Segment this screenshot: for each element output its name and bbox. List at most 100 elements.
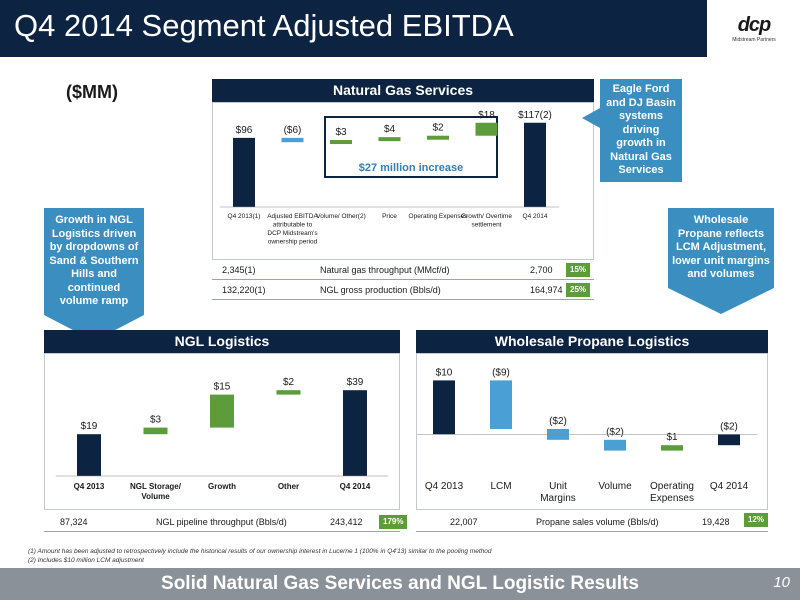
stat-prior: 22,007: [450, 517, 478, 527]
wpl-stat-row: 22,007 Propane sales volume (Bbls/d) 19,…: [416, 512, 768, 532]
ngs-increase-label: $27 million increase: [359, 162, 464, 174]
category-label: Other: [278, 482, 299, 491]
bar-value-label: ($2): [720, 421, 738, 432]
category-label: Growth/ Overtime settlement: [461, 213, 512, 229]
category-label: Q4 2014: [523, 213, 548, 220]
chart-bar: [210, 394, 234, 428]
ngl-callout: Growth in NGL Logistics driven by dropdo…: [44, 208, 144, 341]
ngl-chart-panel: $19 Q4 2013 $3 NGL Storage/Volume $15 Growth $…: [44, 353, 400, 510]
category-label: Q4 2013: [74, 482, 105, 491]
category-label: Adjusted EBITDA attributable to DCP Midstr…: [267, 213, 318, 246]
chart-bar: [281, 137, 304, 143]
stat-current: 243,412: [330, 517, 363, 527]
bar-value-label: ($2): [549, 416, 567, 427]
ngs-stat-row-2: 132,220(1) NGL gross production (Bbls/d)…: [212, 280, 594, 300]
bar-value-label: $15: [214, 382, 231, 393]
bar-value-label: $96: [236, 125, 253, 136]
bar-value-label: $10: [436, 367, 453, 378]
bar-value-label: $117(2): [518, 110, 552, 121]
wpl-section-title: Wholesale Propane Logistics: [416, 330, 768, 353]
chart-bar: [276, 390, 301, 395]
footer-bar: Solid Natural Gas Services and NGL Logis…: [0, 568, 800, 600]
stat-current: 2,700: [530, 265, 553, 275]
logo-subtitle: Midstream Partners: [732, 37, 776, 43]
category-label: Q4 2013(1): [228, 213, 261, 220]
chart-bar: [343, 390, 367, 476]
chart-bar: [718, 434, 740, 446]
ngs-increase-box: [324, 116, 498, 178]
wpl-callout-text: Wholesale Propane reflects LCM Adjustmen…: [668, 208, 774, 288]
stat-label: Propane sales volume (Bbls/d): [536, 517, 659, 527]
growth-badge: 15%: [566, 263, 591, 277]
bar-value-label: $4: [384, 124, 396, 135]
bar-value-label: $3: [335, 127, 347, 138]
stat-label: Natural gas throughput (MMcf/d): [320, 265, 450, 275]
bar-value-label: ($6): [284, 125, 302, 136]
ngs-callout-text: Eagle Ford and DJ Basin systems driving …: [600, 79, 682, 182]
stat-label: NGL gross production (Bbls/d): [320, 285, 441, 295]
growth-badge: 179%: [379, 515, 408, 529]
logo-text: dcp: [737, 14, 772, 36]
chart-bar: [490, 380, 512, 429]
category-label: Volume: [598, 481, 632, 492]
ngs-waterfall-chart: $27 million increase $96 Q4 2013(1) ($6) Ad…: [219, 110, 560, 246]
ngl-section-title: NGL Logistics: [44, 330, 400, 353]
wpl-callout: Wholesale Propane reflects LCM Adjustmen…: [668, 208, 774, 314]
chart-bar: [475, 122, 498, 136]
bar-value-label: ($9): [492, 367, 510, 378]
chart-bar: [233, 137, 255, 207]
chart-bar: [433, 380, 455, 435]
bar-value-label: ($2): [606, 427, 624, 438]
chart-bar: [427, 135, 449, 140]
ngs-section-title: Natural Gas Services: [212, 79, 594, 102]
category-label: Q4 2013: [425, 481, 464, 492]
title-bar: Q4 2014 Segment Adjusted EBITDA dcp Mids…: [0, 0, 800, 57]
bar-value-label: $2: [432, 123, 444, 134]
wpl-waterfall-chart: $10 Q4 2013 ($9) LCM ($2) Unit Margins ($2) Volu…: [415, 367, 758, 504]
bar-value-label: $3: [150, 415, 162, 426]
page-number: 10: [773, 574, 790, 591]
footer-text: Solid Natural Gas Services and NGL Logis…: [161, 573, 639, 594]
ngl-waterfall-chart: $19 Q4 2013 $3 NGL Storage/Volume $15 Growth $…: [55, 377, 389, 501]
chart-bar: [524, 122, 546, 207]
category-label: Operating Expenses: [409, 213, 469, 220]
footnote-1: (1) Amount has been adjusted to retrospe…: [28, 548, 492, 555]
bar-value-label: $18: [478, 110, 495, 121]
growth-badge: 25%: [566, 283, 591, 297]
wpl-chart-panel: $10 Q4 2013 ($9) LCM ($2) Unit Margins ($2) Volu…: [415, 353, 768, 510]
callout-pointer-down: [668, 287, 774, 314]
stat-label: NGL pipeline throughput (Bbls/d): [156, 517, 287, 527]
footnote-2: (2) Includes $10 million LCM adjustment: [28, 557, 144, 564]
category-label: Operating Expenses: [650, 481, 694, 504]
category-label: Growth: [208, 482, 236, 491]
ngs-callout: Eagle Ford and DJ Basin systems driving …: [600, 79, 682, 182]
ngs-chart-panel: $27 million increase $96 Q4 2013(1) ($6) Ad…: [212, 102, 594, 260]
decline-badge: 12%: [744, 513, 769, 527]
chart-bar: [77, 434, 101, 476]
category-label: Q4 2014: [710, 481, 749, 492]
category-label: Q4 2014: [340, 482, 371, 491]
category-label: Price: [382, 213, 397, 220]
chart-bar: [661, 445, 683, 451]
chart-bar: [604, 439, 626, 451]
chart-bar: [143, 427, 168, 435]
slide-title: Q4 2014 Segment Adjusted EBITDA: [14, 8, 514, 43]
stat-prior: 87,324: [60, 517, 88, 527]
category-label: LCM: [490, 481, 511, 492]
stat-prior: 2,345(1): [222, 265, 256, 275]
ngs-stat-row-1: 2,345(1) Natural gas throughput (MMcf/d)…: [212, 260, 594, 280]
chart-bar: [330, 140, 352, 145]
chart-bar: [378, 137, 401, 142]
bar-value-label: $2: [283, 377, 295, 388]
stat-prior: 132,220(1): [222, 285, 266, 295]
bar-value-label: $39: [347, 377, 364, 388]
bar-value-label: $1: [666, 432, 678, 443]
ngl-stat-row: 87,324 NGL pipeline throughput (Bbls/d) …: [44, 512, 400, 532]
category-label: Unit Margins: [540, 481, 576, 504]
category-label: NGL Storage/Volume: [130, 482, 182, 501]
callout-pointer-left: [582, 108, 600, 128]
ngl-callout-text: Growth in NGL Logistics driven by dropdo…: [44, 208, 144, 315]
category-label: Volume/ Other(2): [316, 213, 366, 220]
bar-value-label: $19: [81, 421, 98, 432]
units-label: ($MM): [66, 82, 118, 102]
